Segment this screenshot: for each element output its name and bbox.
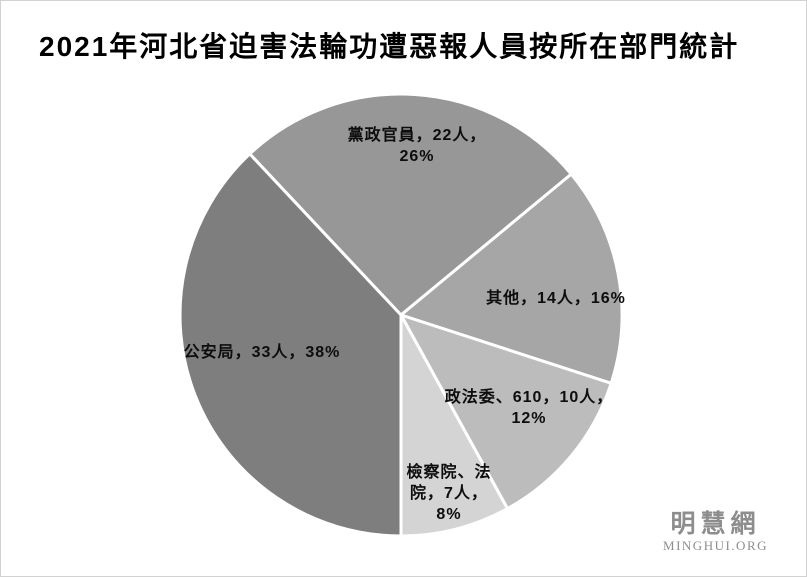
pie-slice-4 (178, 152, 403, 538)
pie-slice-3 (399, 313, 509, 538)
watermark-url-text: MINGHUI.ORG (663, 538, 768, 553)
pie-slice-2 (399, 313, 613, 511)
pie-slice-0 (248, 92, 573, 317)
chart-title: 2021年河北省迫害法輪功遭惡報人員按所在部門統計 (39, 31, 740, 62)
minghui-watermark: 明慧網 MINGHUI.ORG (663, 511, 768, 553)
pie-slice-1 (399, 172, 624, 385)
watermark-chinese-text: 明慧網 (670, 511, 761, 538)
